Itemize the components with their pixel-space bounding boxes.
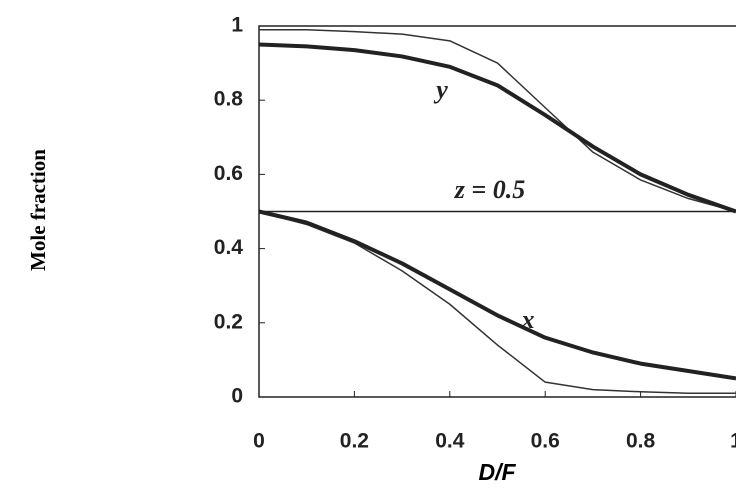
y-tick-label: 0.8	[214, 88, 244, 111]
x-tick-label: 0	[253, 430, 265, 453]
x-tick-label: 0.4	[435, 430, 465, 453]
x-tick-label: 0.2	[340, 430, 369, 453]
y-tick-label: 0.4	[214, 236, 244, 259]
line-series	[258, 209, 736, 381]
annotation: z = 0.5	[454, 175, 525, 204]
y-tick-label: 0.2	[214, 310, 243, 333]
y-axis-label: Mole fraction	[26, 149, 50, 271]
y-tick-label: 0	[231, 385, 243, 408]
line-series	[259, 28, 736, 213]
x-tick-label: 1	[730, 430, 736, 453]
annotation: y	[433, 75, 448, 104]
y-tick-label: 0.6	[214, 162, 243, 185]
x-tick-label: 0.8	[626, 430, 656, 453]
line-series	[258, 42, 736, 214]
x-axis-label: D/F	[478, 459, 516, 485]
y-tick-label: 1	[231, 14, 243, 37]
annotation: x	[521, 305, 535, 334]
x-tick-label: 0.6	[531, 430, 560, 453]
